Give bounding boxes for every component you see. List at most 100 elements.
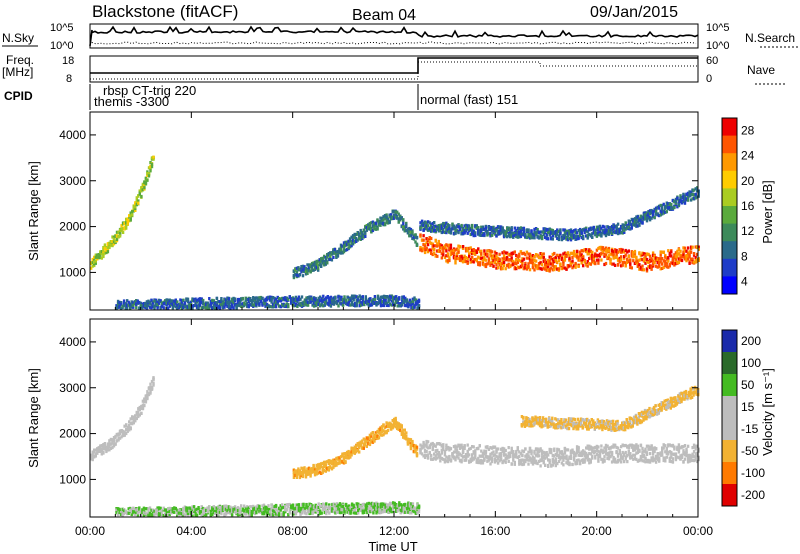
range-cell (189, 300, 193, 304)
range-cell (329, 251, 332, 255)
range-cell (589, 452, 592, 456)
range-cell (318, 258, 321, 262)
range-cell (542, 256, 545, 260)
range-cell (102, 450, 105, 454)
range-cell (648, 445, 652, 449)
range-cell (343, 300, 346, 304)
range-cell (585, 226, 588, 230)
range-cell (442, 230, 445, 234)
range-cell (501, 460, 504, 464)
range-cell (478, 250, 481, 254)
range-cell (682, 198, 685, 202)
range-cell (639, 214, 643, 218)
range-cell (238, 303, 241, 307)
range-cell (518, 450, 521, 454)
range-cell (464, 246, 468, 251)
range-cell (301, 467, 305, 471)
range-cell (240, 297, 243, 301)
range-cell (531, 460, 535, 464)
range-cell (624, 455, 627, 459)
range-cell (446, 244, 450, 248)
range-cell (551, 252, 554, 256)
range-cell (638, 252, 641, 256)
range-cell (274, 300, 278, 304)
range-cell (192, 298, 196, 302)
range-cell (620, 255, 623, 259)
range-cell (392, 303, 395, 307)
range-cell (480, 454, 483, 458)
range-cell (551, 268, 554, 272)
range-cell (319, 299, 322, 303)
range-cell (651, 452, 655, 456)
range-cell (496, 266, 500, 270)
range-cell (528, 268, 532, 272)
range-cell (417, 304, 421, 308)
range-cell (621, 223, 624, 227)
range-cell (650, 458, 653, 462)
range-cell (297, 467, 300, 471)
range-cell (507, 451, 510, 455)
range-cell (430, 453, 433, 458)
range-cell (291, 300, 295, 304)
range-cell (394, 425, 397, 429)
range-cell (489, 234, 492, 238)
range-cell (487, 261, 491, 265)
range-cell (501, 226, 504, 230)
range-cell (212, 303, 215, 307)
range-cell (398, 302, 401, 306)
range-cell (472, 251, 475, 255)
range-cell (595, 225, 599, 229)
range-cell (347, 303, 351, 307)
range-cell (362, 446, 365, 450)
range-cell (531, 236, 535, 240)
range-cell (478, 459, 481, 463)
range-cell (455, 252, 459, 256)
range-cell (160, 302, 164, 306)
range-cell (378, 300, 381, 304)
range-cell (124, 304, 127, 308)
range-cell (683, 257, 687, 261)
range-cell (661, 262, 664, 266)
range-cell (598, 233, 602, 237)
range-cell (513, 232, 516, 236)
range-cell (134, 419, 137, 423)
range-cell (493, 445, 497, 449)
range-cell (618, 258, 621, 262)
range-cell (303, 265, 306, 269)
range-cell (575, 231, 579, 235)
range-cell (319, 295, 322, 299)
range-cell (312, 464, 315, 468)
range-cell (598, 246, 602, 250)
range-cell (586, 446, 589, 450)
range-cell (354, 295, 357, 299)
range-cell (383, 222, 387, 226)
range-cell (126, 429, 129, 433)
range-cell (512, 231, 515, 235)
range-cell (591, 250, 594, 254)
range-cell (350, 302, 354, 306)
range-cell (585, 228, 588, 232)
range-cell (313, 260, 317, 264)
range-cell (385, 218, 388, 222)
range-cell (518, 252, 521, 256)
range-cell (152, 383, 155, 387)
range-cell (474, 231, 477, 235)
range-cell (350, 294, 354, 298)
range-cell (679, 253, 682, 257)
range-cell (454, 258, 457, 262)
range-cell (554, 460, 557, 464)
range-cell (320, 303, 323, 307)
range-cell (512, 458, 515, 462)
range-cell (551, 260, 554, 264)
range-cell (591, 235, 594, 239)
range-cell (644, 460, 647, 464)
range-cell (495, 262, 498, 267)
range-cell (551, 463, 554, 467)
range-cell (214, 306, 217, 310)
range-cell (287, 297, 290, 301)
range-cell (683, 444, 687, 448)
range-cell (493, 232, 497, 236)
range-cell (449, 458, 453, 462)
range-cell (238, 297, 241, 302)
range-cell (341, 303, 345, 307)
